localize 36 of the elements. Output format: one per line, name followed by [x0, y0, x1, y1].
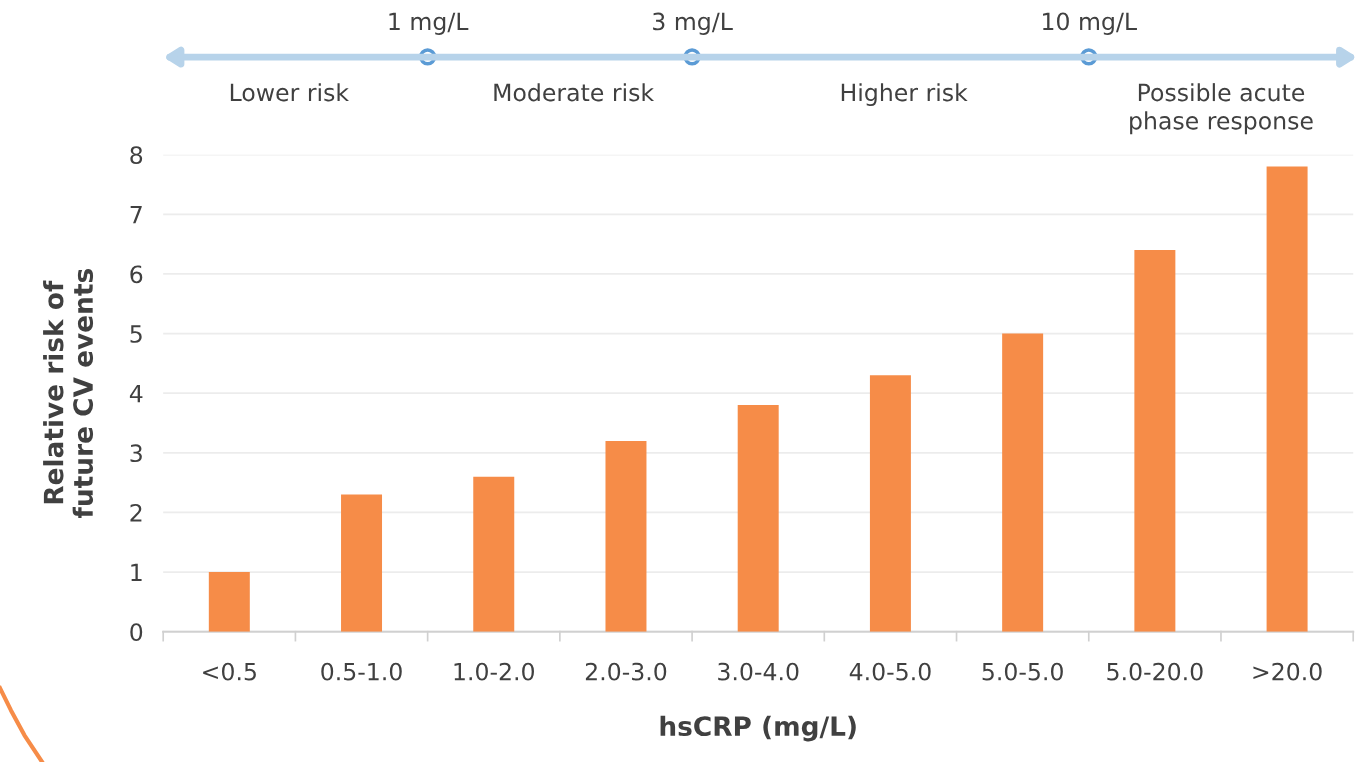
text: 10 mg/L — [1043, 12, 1137, 35]
y-tick-label: 3 — [130, 444, 142, 463]
text: Higher risk — [841, 83, 968, 106]
y-tick-label: 1 — [131, 563, 142, 582]
y-tick-label: 6 — [130, 265, 143, 284]
bar — [1266, 166, 1308, 632]
y-tick-label: 0 — [130, 623, 143, 641]
x-tick-label: 1.0-2.0 — [454, 662, 534, 681]
x-tick-label: 5.0-20.0 — [1107, 662, 1203, 681]
y-tick-label: 2 — [130, 503, 142, 522]
x-axis-title: hsCRP (mg/L) — [660, 715, 856, 742]
bar — [1002, 333, 1044, 632]
bar — [208, 572, 250, 632]
y-tick-label: 7 — [130, 206, 142, 224]
bar — [869, 375, 911, 632]
x-tick-label: 5.0-5.0 — [982, 662, 1063, 681]
y-tick-label: 5 — [130, 325, 142, 343]
text: Lower risk — [230, 83, 349, 102]
y-tick-label: 4 — [129, 384, 143, 403]
text: 3 mg/L — [653, 12, 733, 35]
x-tick-label: <0.5 — [203, 662, 256, 681]
bar — [341, 494, 383, 632]
bar — [737, 405, 779, 632]
y-tick-label: 8 — [130, 146, 143, 164]
text: Moderate risk — [494, 83, 655, 102]
bar — [473, 476, 515, 632]
x-tick-label: 3.0-4.0 — [718, 662, 799, 681]
x-tick-label: 0.5-1.0 — [321, 662, 402, 681]
text: 1 mg/L — [389, 12, 469, 35]
x-tick-label: >20.0 — [1253, 662, 1322, 681]
y-axis-title: Relative risk of future CV events — [43, 269, 94, 519]
x-tick-label: 2.0-3.0 — [585, 662, 667, 681]
bar — [605, 440, 647, 632]
bar — [1134, 250, 1176, 632]
x-tick-label: 4.0-5.0 — [849, 662, 931, 681]
text: Possible acute phase response — [1130, 83, 1313, 135]
